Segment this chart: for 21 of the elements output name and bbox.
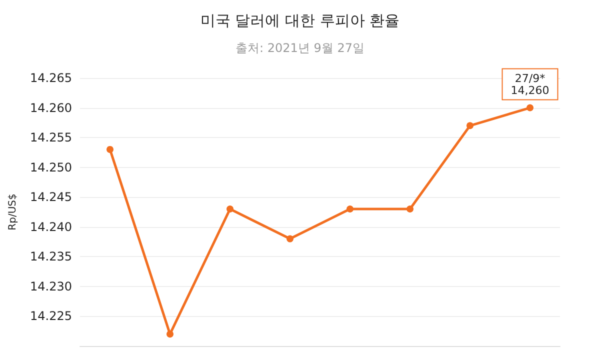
y-tick-label: 14.245 — [30, 190, 72, 204]
y-tick-label: 14.255 — [30, 130, 72, 145]
y-axis-title: Rp/US$ — [8, 194, 18, 230]
point — [286, 235, 294, 242]
annotation: 27/9* 14,260 — [510, 72, 550, 97]
point — [226, 206, 234, 213]
y-tick-label: 14.265 — [30, 71, 72, 85]
y-tick-label: 14.250 — [30, 160, 72, 174]
y-tick-label: 14.260 — [30, 100, 72, 115]
point — [526, 104, 534, 112]
point — [406, 206, 414, 213]
point — [466, 122, 474, 130]
y-tick-label: 14.235 — [30, 250, 72, 264]
chart-title: 미국 달러에 대한 루피아 환율 — [200, 12, 400, 30]
point — [106, 146, 114, 153]
y-tick-label: 14.225 — [30, 309, 72, 324]
point — [166, 330, 174, 338]
y-tick-label: 14.230 — [30, 279, 72, 294]
chart-subtitle: 출처: 2021년 9월 27일 — [236, 41, 364, 55]
y-tick-label: 14.240 — [30, 220, 72, 234]
point — [346, 206, 354, 213]
